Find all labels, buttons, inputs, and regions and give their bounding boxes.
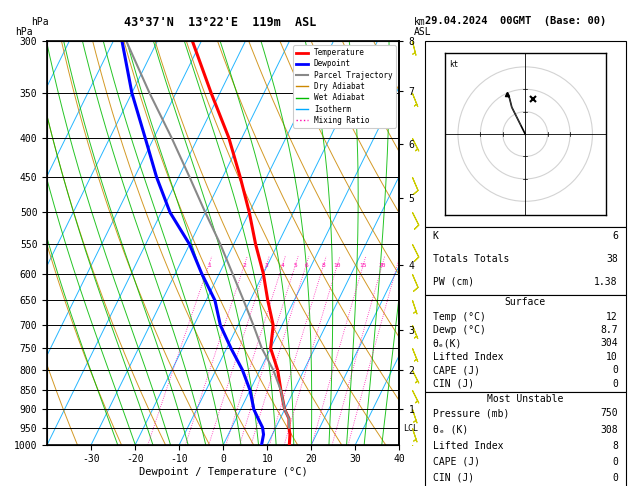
Text: Lifted Index: Lifted Index xyxy=(433,441,503,451)
Text: 0: 0 xyxy=(612,379,618,389)
Text: 1.38: 1.38 xyxy=(594,277,618,287)
Text: Most Unstable: Most Unstable xyxy=(487,394,564,404)
Text: Mixing Ratio (g/kg): Mixing Ratio (g/kg) xyxy=(442,195,451,291)
Text: 6: 6 xyxy=(612,231,618,241)
Text: K: K xyxy=(433,231,438,241)
Text: 38: 38 xyxy=(606,254,618,264)
Text: hPa: hPa xyxy=(31,17,49,27)
Bar xyxy=(425,392,626,486)
Text: Temp (°C): Temp (°C) xyxy=(433,312,486,322)
Text: CIN (J): CIN (J) xyxy=(433,379,474,389)
Text: hPa: hPa xyxy=(16,27,33,37)
Text: 12: 12 xyxy=(606,312,618,322)
Bar xyxy=(425,295,626,392)
Text: LCL: LCL xyxy=(404,424,418,434)
Text: 20: 20 xyxy=(379,262,386,268)
Text: 0: 0 xyxy=(612,457,618,467)
Text: CAPE (J): CAPE (J) xyxy=(433,365,480,375)
Text: 10: 10 xyxy=(333,262,341,268)
Text: 5: 5 xyxy=(294,262,298,268)
Text: θₑ (K): θₑ (K) xyxy=(433,425,468,434)
Text: 308: 308 xyxy=(600,425,618,434)
Text: 15: 15 xyxy=(359,262,367,268)
Text: 3: 3 xyxy=(264,262,268,268)
Text: 8: 8 xyxy=(321,262,325,268)
Text: 6: 6 xyxy=(304,262,308,268)
Text: Totals Totals: Totals Totals xyxy=(433,254,509,264)
Text: CIN (J): CIN (J) xyxy=(433,473,474,483)
Text: Lifted Index: Lifted Index xyxy=(433,352,503,362)
Text: Pressure (mb): Pressure (mb) xyxy=(433,408,509,418)
Text: 43°37'N  13°22'E  119m  ASL: 43°37'N 13°22'E 119m ASL xyxy=(124,16,316,29)
Text: θₑ(K): θₑ(K) xyxy=(433,338,462,348)
Bar xyxy=(425,227,626,295)
Text: CAPE (J): CAPE (J) xyxy=(433,457,480,467)
Text: 2: 2 xyxy=(242,262,246,268)
Text: 4: 4 xyxy=(281,262,284,268)
Legend: Temperature, Dewpoint, Parcel Trajectory, Dry Adiabat, Wet Adiabat, Isotherm, Mi: Temperature, Dewpoint, Parcel Trajectory… xyxy=(293,45,396,128)
Bar xyxy=(425,41,626,227)
Text: km
ASL: km ASL xyxy=(413,17,431,37)
Text: 8: 8 xyxy=(612,441,618,451)
Text: 0: 0 xyxy=(612,473,618,483)
Text: Surface: Surface xyxy=(504,297,546,308)
Text: PW (cm): PW (cm) xyxy=(433,277,474,287)
Text: 304: 304 xyxy=(600,338,618,348)
Text: 1: 1 xyxy=(207,262,211,268)
Text: 750: 750 xyxy=(600,408,618,418)
Text: 10: 10 xyxy=(606,352,618,362)
Text: 0: 0 xyxy=(612,365,618,375)
Text: 8.7: 8.7 xyxy=(600,325,618,335)
Text: 29.04.2024  00GMT  (Base: 00): 29.04.2024 00GMT (Base: 00) xyxy=(425,16,606,26)
Text: Dewp (°C): Dewp (°C) xyxy=(433,325,486,335)
X-axis label: Dewpoint / Temperature (°C): Dewpoint / Temperature (°C) xyxy=(139,467,308,477)
